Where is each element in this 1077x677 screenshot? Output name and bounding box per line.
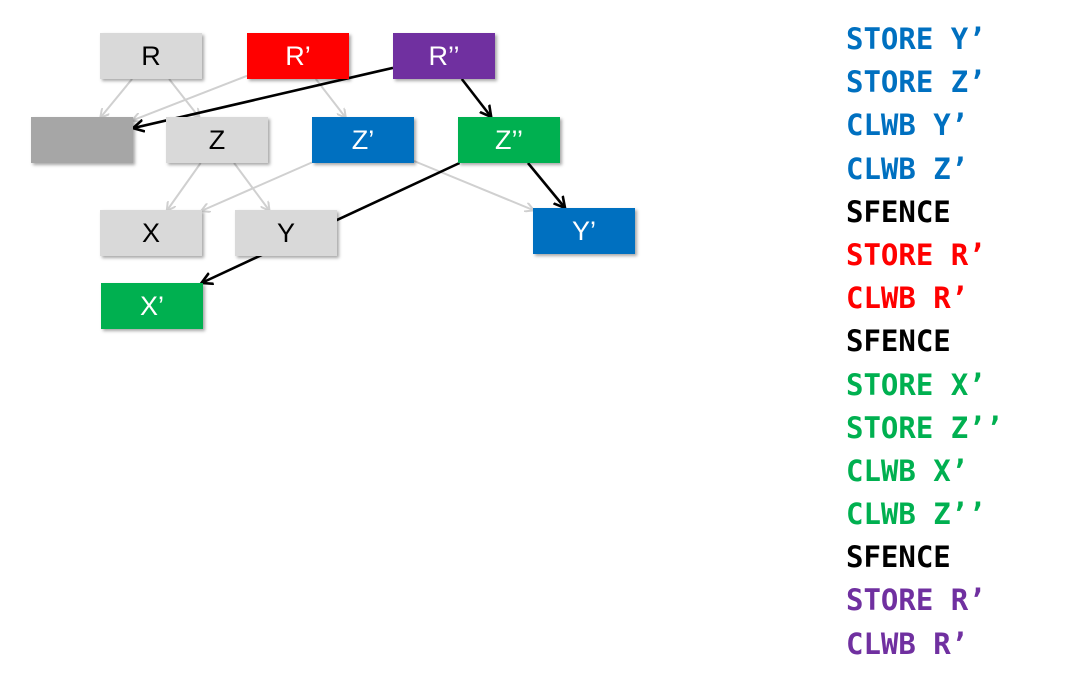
instruction-line: CLWB Z’ bbox=[846, 151, 969, 186]
instruction-line: CLWB X’ bbox=[846, 453, 969, 488]
edge-z-to-y bbox=[233, 162, 269, 210]
node-y-prime: Y’ bbox=[533, 208, 635, 254]
node-x-label: X bbox=[141, 217, 160, 248]
edge-z-to-x bbox=[167, 162, 202, 210]
node-r: R bbox=[100, 33, 202, 79]
instruction-line: STORE Y’ bbox=[846, 22, 986, 56]
node-y: Y bbox=[235, 210, 337, 256]
node-r-double-prime: R’’ bbox=[393, 33, 495, 79]
edge-r2-to-z2 bbox=[460, 78, 491, 117]
node-z-double-prime-label: Z’’ bbox=[494, 124, 523, 155]
node-y-label: Y bbox=[276, 217, 295, 248]
instruction-line: STORE Z’’ bbox=[846, 410, 1004, 445]
edge-z2-to-y1 bbox=[526, 162, 565, 208]
instruction-line: STORE R’ bbox=[846, 583, 986, 618]
node-r-prime-label: R’ bbox=[285, 40, 311, 71]
node-y-prime-label: Y’ bbox=[571, 215, 596, 246]
instruction-line: CLWB R’ bbox=[846, 626, 969, 661]
node-z-prime-label: Z’ bbox=[351, 124, 375, 155]
edge-r1-to-leftchild bbox=[133, 74, 248, 120]
instruction-list: STORE Y’ STORE Z’ CLWB Y’ CLWB Z’ SFENCE STOR… bbox=[846, 18, 1003, 666]
node-r-double-prime-label: R’’ bbox=[428, 40, 460, 71]
instruction-line: SFENCE bbox=[846, 540, 951, 575]
node-x-prime-label: X’ bbox=[139, 290, 164, 321]
node-r-prime: R’ bbox=[247, 33, 349, 79]
node-z: Z bbox=[166, 117, 268, 163]
instruction-line: CLWB Z’’ bbox=[846, 497, 986, 532]
edge-z1-to-y1 bbox=[413, 160, 533, 210]
instruction-line: STORE R’ bbox=[846, 237, 986, 272]
node-z-label: Z bbox=[208, 124, 226, 155]
instruction-line: CLWB R’ bbox=[846, 281, 969, 316]
instruction-line: SFENCE bbox=[846, 324, 951, 359]
node-left-child bbox=[31, 117, 133, 163]
node-x-prime: X’ bbox=[101, 283, 203, 329]
node-x: X bbox=[100, 210, 202, 256]
node-z-double-prime: Z’’ bbox=[458, 117, 560, 163]
instruction-line: CLWB Y’ bbox=[846, 108, 969, 143]
edge-r-to-z bbox=[168, 78, 199, 117]
node-r-label: R bbox=[141, 40, 161, 71]
edge-r-to-leftchild bbox=[101, 78, 133, 117]
instruction-line: SFENCE bbox=[846, 194, 951, 229]
instruction-line: STORE Z’ bbox=[846, 65, 986, 100]
edge-z1-to-x bbox=[202, 161, 313, 210]
node-z-prime: Z’ bbox=[312, 117, 414, 163]
instruction-line: STORE X’ bbox=[846, 367, 986, 402]
